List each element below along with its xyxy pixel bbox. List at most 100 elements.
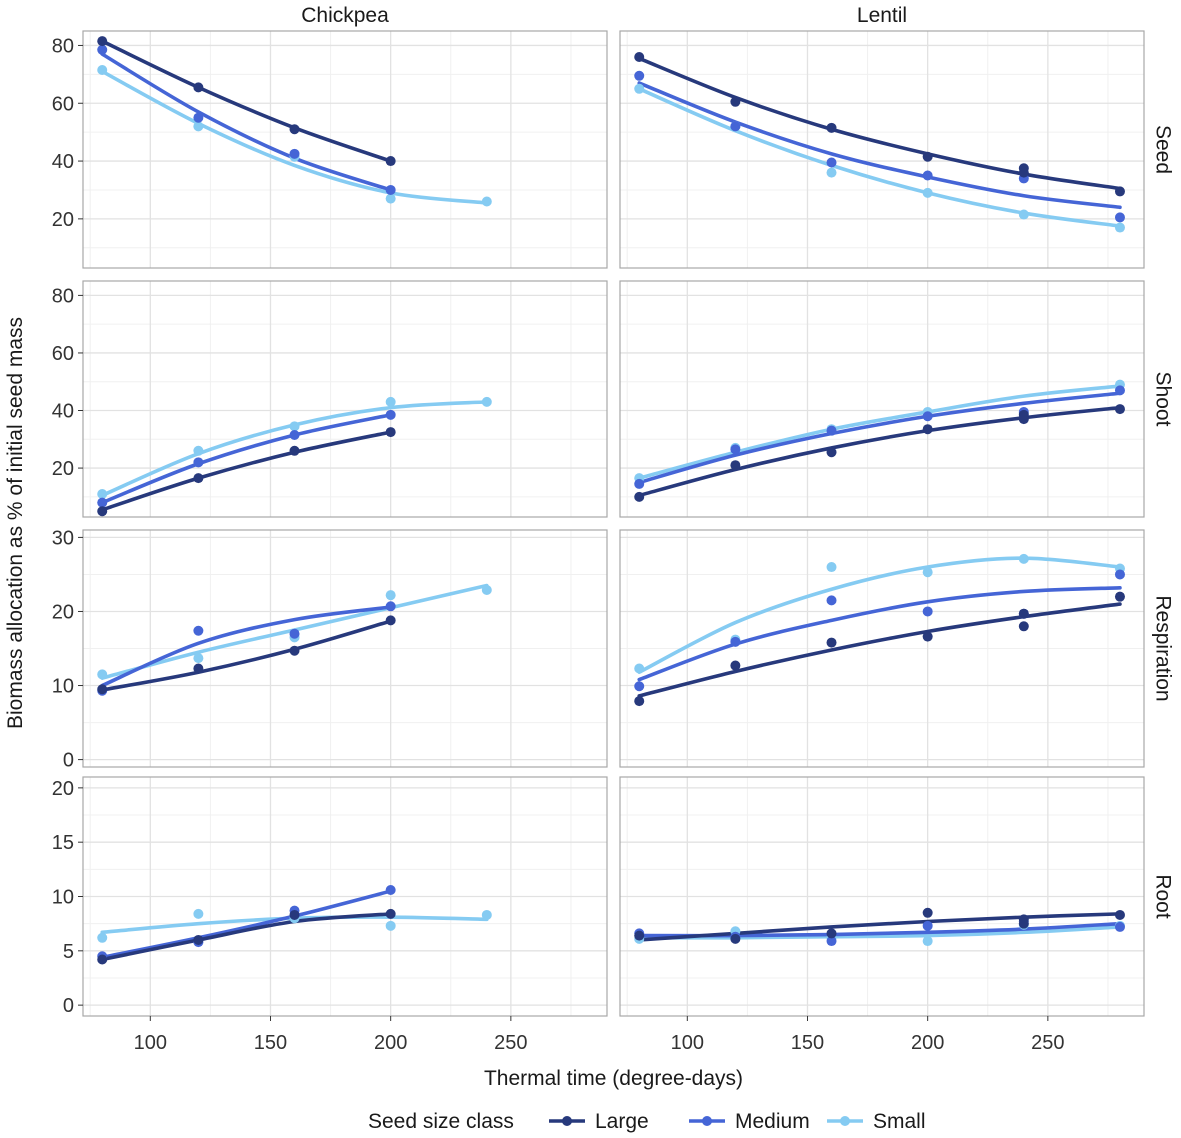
y-tick-label: 80 [52, 285, 74, 307]
panel-border [82, 280, 608, 518]
y-tick-label: 10 [52, 676, 74, 698]
data-point-large [634, 930, 645, 941]
data-point-large [97, 506, 108, 517]
y-tick-label: 5 [63, 941, 74, 963]
data-point-small [922, 187, 933, 198]
data-point-medium [634, 70, 645, 81]
data-point-small [826, 562, 837, 573]
x-tick-label: 150 [791, 1032, 824, 1054]
data-point-medium [922, 920, 933, 931]
data-point-large [922, 907, 933, 918]
fit-line-medium [637, 81, 1122, 210]
fit-line-small [637, 384, 1122, 480]
data-point-medium [1114, 212, 1125, 223]
data-point-small [922, 936, 933, 947]
panel-border [619, 776, 1145, 1017]
x-tick-label: 100 [671, 1032, 704, 1054]
data-point-large [289, 645, 300, 656]
data-point-medium [97, 497, 108, 508]
y-tick-label: 20 [52, 778, 74, 800]
data-point-medium [922, 411, 933, 422]
y-tick-label: 15 [52, 832, 74, 854]
data-point-large [1018, 621, 1029, 632]
panel-border [619, 529, 1145, 768]
data-point-small [97, 488, 108, 499]
fit-line-medium [637, 391, 1122, 485]
data-point-medium [826, 936, 837, 947]
panel-chickpea-root [82, 776, 608, 1017]
data-point-medium [385, 884, 396, 895]
data-point-medium [730, 636, 741, 647]
fit-line-medium [100, 52, 393, 192]
panel-lentil-respiration [619, 529, 1145, 768]
data-point-large [193, 663, 204, 674]
fit-line-medium [637, 585, 1122, 682]
panel-chickpea-respiration [82, 529, 608, 768]
data-point-large [730, 460, 741, 471]
data-point-small [193, 121, 204, 132]
fit-line-large [637, 912, 1122, 942]
data-point-large [385, 156, 396, 167]
facet-row-label: Root [1151, 874, 1174, 919]
data-point-large [1114, 186, 1125, 197]
data-point-large [289, 124, 300, 135]
data-point-medium [385, 601, 396, 612]
data-point-small [193, 908, 204, 919]
data-point-medium [193, 457, 204, 468]
fit-line-small [637, 925, 1122, 940]
y-tick-label: 30 [52, 527, 74, 549]
fit-line-medium [100, 889, 393, 960]
x-tick-label: 250 [1031, 1032, 1064, 1054]
y-tick-label: 0 [63, 750, 74, 772]
data-point-small [481, 909, 492, 920]
data-point-medium [826, 425, 837, 436]
legend-key-point-medium [702, 1116, 712, 1126]
y-tick-label: 60 [52, 93, 74, 115]
data-point-large [826, 447, 837, 458]
data-point-large [385, 908, 396, 919]
panel-background [83, 281, 607, 517]
data-point-medium [385, 409, 396, 420]
data-point-small [826, 167, 837, 178]
y-tick-label: 20 [52, 601, 74, 623]
data-point-medium [730, 121, 741, 132]
y-tick-label: 40 [52, 401, 74, 423]
data-point-large [1114, 909, 1125, 920]
data-point-medium [1114, 921, 1125, 932]
data-point-large [1018, 608, 1029, 619]
panel-border [82, 30, 608, 269]
data-point-large [193, 473, 204, 484]
data-point-large [193, 82, 204, 93]
y-tick-label: 60 [52, 343, 74, 365]
fit-line-large [100, 430, 393, 512]
data-point-small [481, 584, 492, 595]
data-point-medium [634, 478, 645, 489]
legend-label-medium: Medium [735, 1110, 810, 1133]
data-point-small [385, 920, 396, 931]
y-tick-label: 20 [52, 209, 74, 231]
data-point-large [97, 684, 108, 695]
x-tick-label: 150 [254, 1032, 287, 1054]
fit-line-small [100, 69, 489, 205]
data-point-medium [922, 170, 933, 181]
facet-row-label: Respiration [1151, 595, 1174, 701]
data-point-large [922, 151, 933, 162]
panel-border [82, 529, 608, 768]
data-point-large [730, 933, 741, 944]
fit-line-small [637, 87, 1122, 228]
x-tick-label: 200 [911, 1032, 944, 1054]
data-point-small [385, 590, 396, 601]
data-point-large [634, 52, 645, 63]
data-point-medium [1114, 569, 1125, 580]
data-point-small [634, 663, 645, 674]
fit-line-large [100, 912, 393, 962]
data-point-small [193, 445, 204, 456]
data-point-small [481, 196, 492, 207]
data-point-large [1018, 167, 1029, 178]
y-tick-label: 10 [52, 887, 74, 909]
y-tick-label: 80 [52, 35, 74, 57]
x-tick-label: 250 [494, 1032, 527, 1054]
data-point-large [385, 427, 396, 438]
data-point-large [97, 36, 108, 47]
